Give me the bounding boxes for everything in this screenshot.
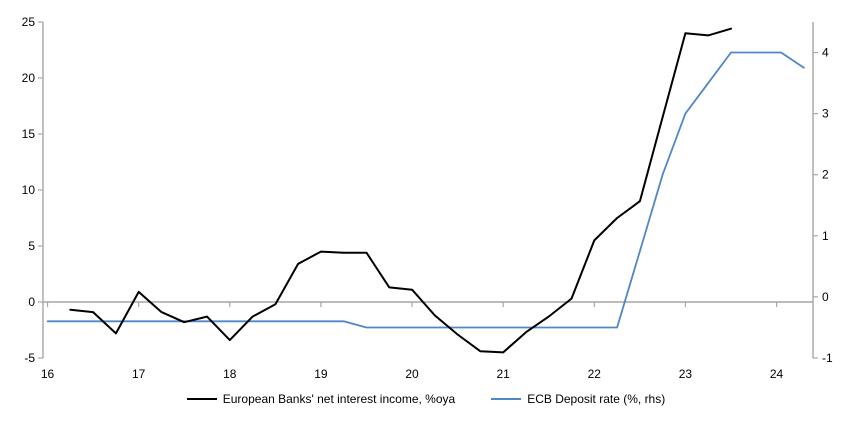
x-tick-label: 19 — [314, 367, 328, 381]
x-tick-label: 22 — [588, 367, 602, 381]
right-tick-label: 2 — [822, 168, 829, 182]
left-tick-label: 20 — [22, 71, 36, 85]
right-tick-label: 3 — [822, 107, 829, 121]
right-tick-label: 0 — [822, 290, 829, 304]
legend-item-ecb: ECB Deposit rate (%, rhs) — [491, 392, 665, 406]
x-tick-label: 24 — [770, 367, 784, 381]
left-tick-label: 15 — [22, 127, 36, 141]
ecb-legend-label: ECB Deposit rate (%, rhs) — [527, 392, 666, 406]
series-nii-line — [69, 27, 732, 354]
nii-line-sample — [186, 398, 217, 400]
right-tick-label: 1 — [822, 229, 829, 243]
left-tick-label: 25 — [22, 15, 36, 29]
left-tick-label: -5 — [24, 351, 35, 365]
x-tick-label: 23 — [679, 367, 693, 381]
legend-item-nii: European Banks' net interest income, %oy… — [186, 392, 456, 406]
x-tick-label: 18 — [223, 367, 237, 381]
ecb-line-sample — [491, 398, 522, 400]
x-tick-label: 20 — [405, 367, 419, 381]
right-tick-label: -1 — [822, 351, 833, 365]
nii-legend-label: European Banks' net interest income, %oy… — [222, 392, 456, 406]
legend: European Banks' net interest income, %oy… — [0, 392, 852, 406]
left-tick-label: 0 — [28, 295, 35, 309]
x-tick-label: 17 — [132, 367, 146, 381]
left-tick-label: 10 — [22, 183, 36, 197]
left-tick-label: 5 — [28, 239, 35, 253]
x-tick-label: 16 — [41, 367, 55, 381]
right-tick-label: 4 — [822, 46, 829, 60]
x-tick-label: 21 — [496, 367, 510, 381]
series-ecb-line — [46, 51, 805, 329]
